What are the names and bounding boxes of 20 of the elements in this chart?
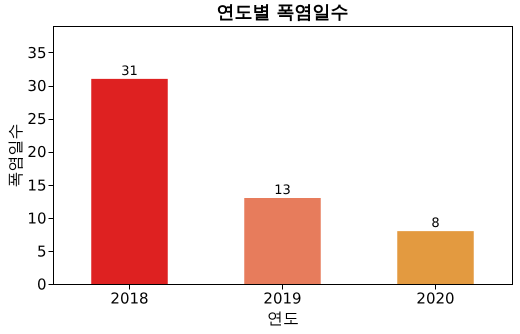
data-label: 8	[431, 216, 440, 232]
data-label: 13	[274, 183, 291, 198]
x-tick-label: 2019	[263, 290, 302, 308]
y-tick-label: 10	[27, 209, 46, 228]
bar	[397, 231, 474, 284]
y-tick-label: 25	[27, 110, 46, 128]
x-tick-label: 2020	[416, 290, 455, 308]
bar	[91, 78, 168, 284]
y-tick-label: 20	[27, 143, 46, 162]
data-label: 31	[121, 64, 138, 79]
chart-title: 연도별 폭염일수	[216, 2, 349, 23]
x-axis-title: 연도	[267, 308, 299, 328]
y-tick-label: 30	[27, 77, 46, 96]
bar	[244, 198, 321, 284]
y-axis-title: 폭염일수	[5, 124, 24, 188]
y-tick-label: 35	[27, 44, 46, 62]
y-tick-label: 0	[36, 276, 46, 294]
y-tick-label: 5	[36, 242, 46, 260]
x-tick-label: 2018	[110, 290, 149, 308]
y-tick-label: 15	[27, 176, 46, 194]
